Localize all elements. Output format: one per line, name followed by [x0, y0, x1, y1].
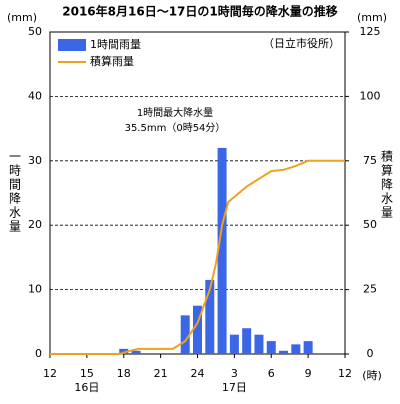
y-tick-label: 0	[35, 347, 42, 360]
x-tick-label: 15	[80, 367, 94, 380]
x-date-label: 16日	[74, 381, 99, 394]
y-tick-label: 20	[28, 218, 42, 231]
bar	[291, 344, 301, 354]
y-unit: (mm)	[7, 11, 37, 24]
y-tick-label: 40	[28, 89, 42, 102]
x-tick-label: 18	[117, 367, 131, 380]
y2-tick-label: 125	[360, 25, 381, 38]
annotation: 35.5mm（0時54分）	[125, 122, 226, 134]
x-tick-label: 3	[231, 367, 238, 380]
y2-tick-label: 75	[363, 154, 377, 167]
y2-tick-label: 25	[363, 283, 377, 296]
bar	[266, 341, 276, 354]
legend-label: 1時間雨量	[90, 38, 141, 51]
x-tick-label: 12	[338, 367, 352, 380]
bar	[131, 350, 141, 354]
note: （日立市役所）	[263, 36, 340, 50]
y2-axis-title: 積算降水量	[380, 149, 394, 220]
x-tick-label: 12	[43, 367, 57, 380]
x-tick-label: 6	[268, 367, 275, 380]
x-tick-label: 21	[154, 367, 168, 380]
y-tick-label: 30	[28, 154, 42, 167]
bar	[193, 305, 202, 354]
y-axis-title: 一時間降水量	[8, 150, 22, 234]
bar	[119, 348, 129, 354]
y2-unit: (mm)	[357, 11, 387, 24]
bar	[303, 341, 313, 354]
bar	[205, 279, 215, 354]
legend-swatch	[58, 39, 86, 51]
bar	[279, 350, 289, 354]
y2-tick-label: 50	[363, 218, 377, 231]
chart-title: 2016年8月16日～17日の1時間毎の降水量の推移	[62, 4, 338, 19]
bar	[180, 315, 190, 354]
legend-label: 積算雨量	[90, 54, 134, 68]
y-tick-label: 50	[28, 25, 42, 38]
line	[50, 159, 345, 355]
y2-tick-label: 100	[360, 89, 381, 102]
x-unit: (時)	[362, 369, 382, 382]
x-tick-label: 9	[305, 367, 312, 380]
annotation: 1時間最大降水量	[137, 106, 213, 119]
bar	[217, 147, 227, 354]
x-date-label: 17日	[222, 381, 247, 394]
y2-tick-label: 0	[367, 347, 374, 360]
bar	[242, 328, 252, 354]
bar	[254, 334, 264, 354]
bar	[229, 334, 239, 354]
y-tick-label: 10	[28, 283, 42, 296]
x-tick-label: 24	[191, 367, 205, 380]
